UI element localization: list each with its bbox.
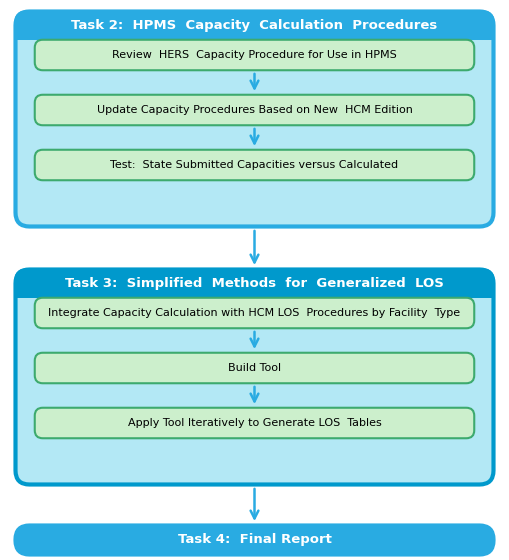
FancyBboxPatch shape <box>35 40 474 70</box>
Text: Integrate Capacity Calculation with HCM LOS  Procedures by Facility  Type: Integrate Capacity Calculation with HCM … <box>48 308 461 318</box>
FancyBboxPatch shape <box>14 25 495 40</box>
Text: Apply Tool Iteratively to Generate LOS  Tables: Apply Tool Iteratively to Generate LOS T… <box>128 418 381 428</box>
FancyBboxPatch shape <box>14 268 495 298</box>
FancyBboxPatch shape <box>14 10 495 40</box>
FancyBboxPatch shape <box>35 95 474 125</box>
FancyBboxPatch shape <box>35 408 474 438</box>
Text: Test:  State Submitted Capacities versus Calculated: Test: State Submitted Capacities versus … <box>110 160 399 170</box>
FancyBboxPatch shape <box>15 12 494 226</box>
Text: Task 2:  HPMS  Capacity  Calculation  Procedures: Task 2: HPMS Capacity Calculation Proced… <box>71 18 438 31</box>
Text: Task 3:  Simplified  Methods  for  Generalized  LOS: Task 3: Simplified Methods for Generaliz… <box>65 277 444 290</box>
FancyBboxPatch shape <box>15 269 494 484</box>
FancyBboxPatch shape <box>35 353 474 383</box>
Text: Task 4:  Final Report: Task 4: Final Report <box>178 534 331 547</box>
Text: Review  HERS  Capacity Procedure for Use in HPMS: Review HERS Capacity Procedure for Use i… <box>112 50 397 60</box>
FancyBboxPatch shape <box>35 150 474 180</box>
FancyBboxPatch shape <box>35 298 474 328</box>
FancyBboxPatch shape <box>14 283 495 298</box>
FancyBboxPatch shape <box>15 525 494 554</box>
Text: Update Capacity Procedures Based on New  HCM Edition: Update Capacity Procedures Based on New … <box>97 105 412 115</box>
Text: Build Tool: Build Tool <box>228 363 281 373</box>
